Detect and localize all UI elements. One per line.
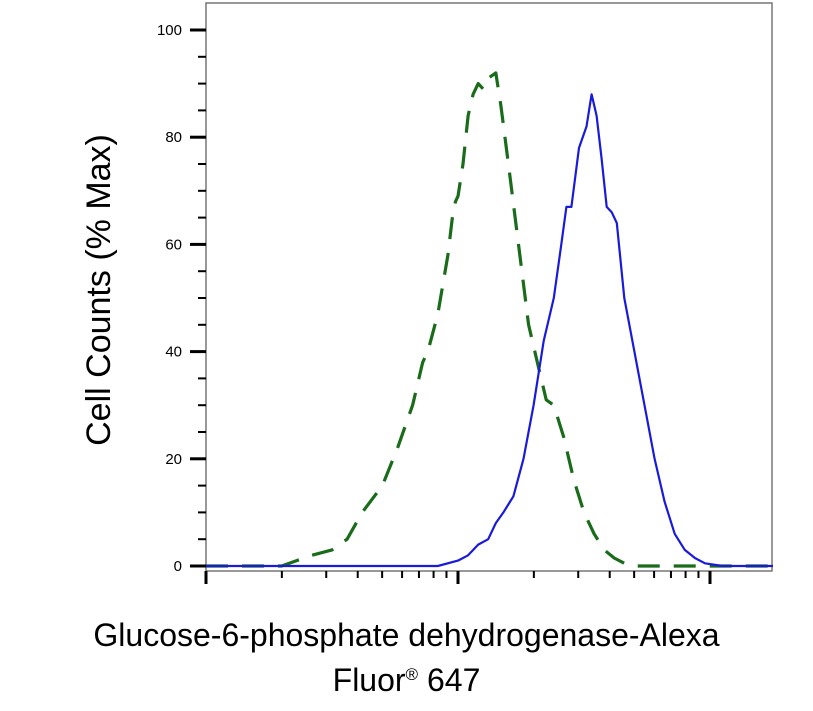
y-tick-label: 20 bbox=[165, 451, 182, 468]
plot-frame bbox=[206, 3, 772, 571]
x-axis-title-line1: Glucose-6-phosphate dehydrogenase-Alexa bbox=[0, 619, 813, 651]
y-tick-label: 60 bbox=[165, 236, 182, 253]
y-axis: 0 20 40 60 80 100 bbox=[157, 22, 206, 575]
x-axis-title-line2: Fluor® 647 bbox=[0, 664, 813, 696]
y-tick-label: 40 bbox=[165, 344, 182, 361]
registered-mark: ® bbox=[406, 665, 419, 684]
y-tick-label: 80 bbox=[165, 129, 182, 146]
y-axis-title: Cell Counts (% Max) bbox=[80, 134, 118, 446]
x-axis bbox=[206, 571, 710, 584]
y-tick-label: 100 bbox=[157, 22, 182, 39]
y-tick-label: 0 bbox=[174, 558, 182, 575]
x-axis-title-number: 647 bbox=[418, 662, 480, 698]
x-axis-title-fluor: Fluor bbox=[333, 662, 406, 698]
